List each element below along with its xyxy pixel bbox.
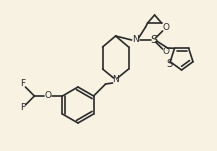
- Text: F: F: [20, 103, 25, 112]
- Text: O: O: [162, 24, 169, 32]
- Text: O: O: [162, 48, 169, 56]
- Text: S: S: [150, 35, 157, 45]
- Text: F: F: [20, 79, 25, 88]
- Text: O: O: [45, 92, 52, 101]
- Text: N: N: [132, 35, 139, 45]
- Text: N: N: [112, 76, 119, 85]
- Text: S: S: [166, 59, 172, 69]
